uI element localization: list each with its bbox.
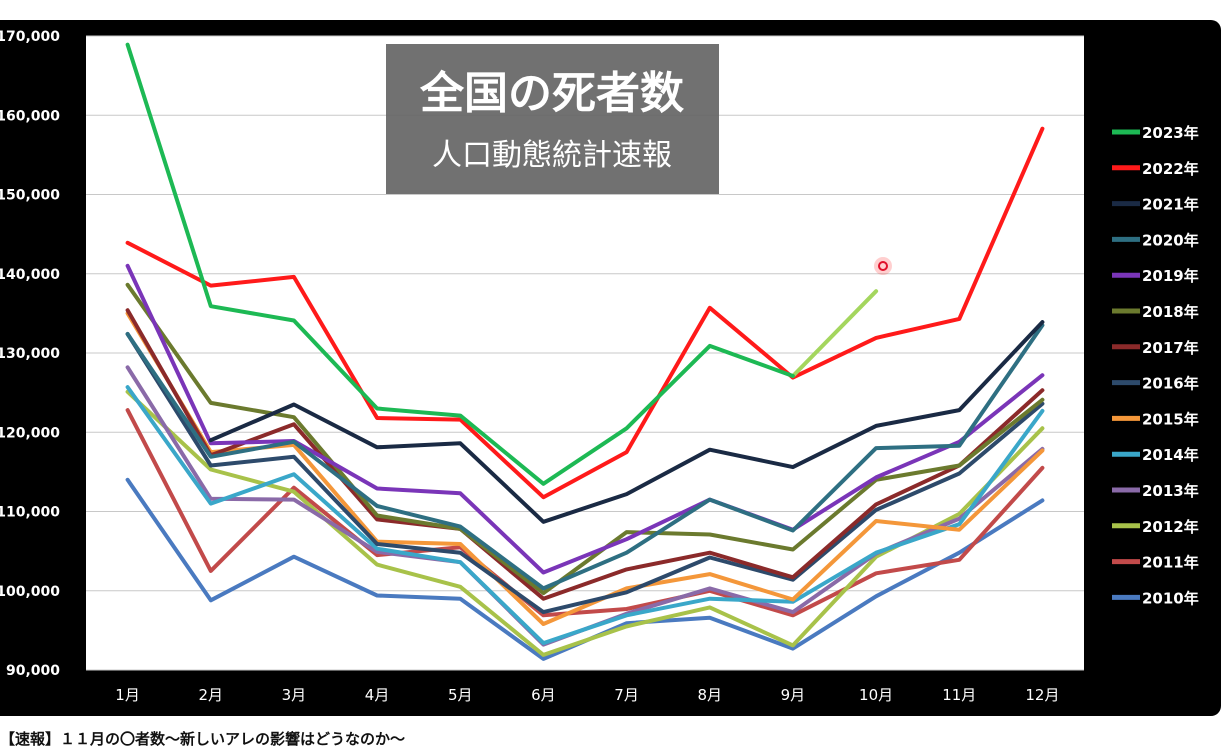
series-line-2022年 <box>125 126 1045 500</box>
legend-label: 2020年 <box>1142 231 1199 249</box>
x-tick-label: 4月 <box>365 686 390 704</box>
y-tick-label: 120,000 <box>0 425 60 441</box>
series-line-2020年 <box>125 323 1045 591</box>
x-tick-label: 6月 <box>531 686 556 704</box>
legend-label: 2011年 <box>1142 554 1199 572</box>
series-lines <box>125 42 1045 661</box>
x-tick-label: 8月 <box>697 686 722 704</box>
legend-label: 2012年 <box>1142 518 1199 536</box>
cursor-marker <box>874 257 892 275</box>
series-line-2011年 <box>125 408 1045 618</box>
y-tick-label: 110,000 <box>0 505 60 521</box>
video-caption[interactable]: 【速報】１１月の〇者数～新しいアレの影響はどうなのか～ <box>0 730 406 748</box>
legend-label: 2021年 <box>1142 196 1199 214</box>
x-tick-label: 9月 <box>781 686 806 704</box>
legend-label: 2014年 <box>1142 446 1199 464</box>
y-tick-label: 150,000 <box>0 188 60 204</box>
x-tick-label: 12月 <box>1025 686 1059 704</box>
x-tick-label: 2月 <box>198 686 223 704</box>
legend-label: 2016年 <box>1142 375 1199 393</box>
series-line-2016年 <box>125 332 1045 615</box>
series-line-2021年 <box>208 320 1045 524</box>
series-line-2014年 <box>125 385 1045 646</box>
y-tick-label: 160,000 <box>0 108 60 124</box>
x-axis-ticks: 1月 2月 3月 4月 5月 6月 7月 8月 9月 10月 11月 12月 <box>115 686 1059 704</box>
y-tick-label: 140,000 <box>0 267 60 283</box>
y-tick-label: 100,000 <box>0 584 60 600</box>
legend-label: 2022年 <box>1142 160 1199 178</box>
legend-label: 2017年 <box>1142 339 1199 357</box>
x-tick-label: 10月 <box>859 686 893 704</box>
series-line-2019年 <box>125 263 1045 575</box>
series-line-2023年 <box>125 42 795 486</box>
series-line-2017年 <box>125 308 1045 601</box>
x-tick-label: 11月 <box>942 686 976 704</box>
x-tick-label: 1月 <box>115 686 140 704</box>
legend-label: 2018年 <box>1142 303 1199 321</box>
legend-label: 2015年 <box>1142 410 1199 428</box>
x-tick-label: 3月 <box>282 686 307 704</box>
y-tick-label: 130,000 <box>0 346 60 362</box>
legend-label: 2010年 <box>1142 589 1199 607</box>
legend: 2023年 2022年 2021年 2020年 2019年 2018年 2017年 2016年… <box>1112 124 1199 607</box>
x-tick-label: 7月 <box>614 686 639 704</box>
legend-label: 2019年 <box>1142 267 1199 285</box>
legend-label: 2013年 <box>1142 482 1199 500</box>
y-axis-ticks: 170,000 160,000 150,000 140,000 130,000 120,0… <box>0 29 60 679</box>
chart-frame: 170,000 160,000 150,000 140,000 130,000 120,0… <box>0 20 1221 716</box>
line-chart: 170,000 160,000 150,000 140,000 130,000 120,0… <box>0 29 1199 704</box>
chart-subtitle: 人口動態統計速報 <box>432 138 672 173</box>
y-tick-label: 90,000 <box>6 663 60 679</box>
legend-label: 2023年 <box>1142 124 1199 142</box>
series-line-2018年 <box>125 282 1045 596</box>
chart-title: 全国の死者数 <box>419 68 684 119</box>
y-tick-label: 170,000 <box>0 29 60 45</box>
x-tick-label: 5月 <box>448 686 473 704</box>
title-box: 全国の死者数 人口動態統計速報 <box>386 44 719 194</box>
series-line-2023年 (preliminary) <box>790 289 879 378</box>
